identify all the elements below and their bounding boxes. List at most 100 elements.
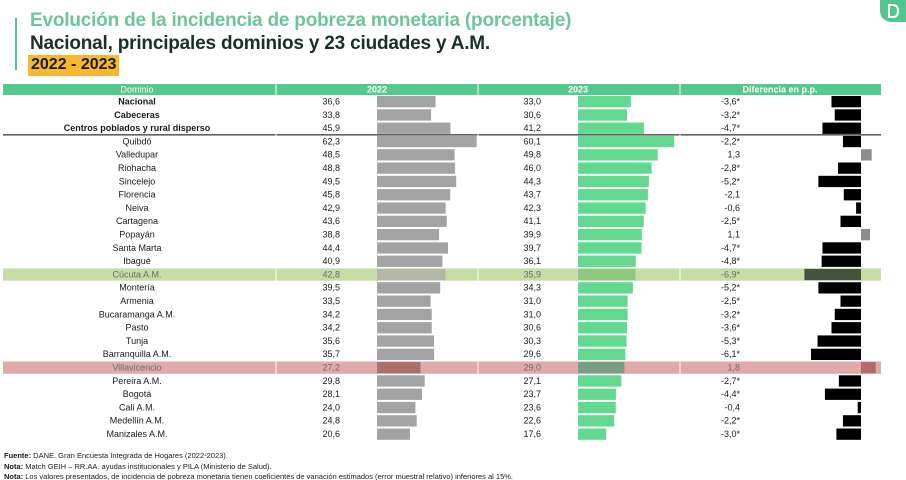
bar-2022 [377, 229, 440, 241]
bar-difference [824, 388, 861, 400]
row-domain-label: Santa Marta [112, 243, 161, 253]
value-2023-label: 46,0 [523, 163, 541, 173]
bar-2022 [377, 308, 432, 321]
difference-label: -2,2* [721, 136, 741, 146]
value-2022-label: 33,8 [322, 110, 340, 120]
value-2023-label: 36,1 [523, 256, 541, 266]
bar-difference [822, 242, 861, 254]
row-domain-label: Tunja [126, 336, 148, 346]
value-2022-label: 29,8 [322, 376, 340, 386]
value-2022-label: 48,8 [322, 163, 340, 173]
bar-2022 [377, 348, 435, 360]
bar-difference [834, 109, 861, 121]
bar-difference [856, 202, 861, 214]
value-2023-label: 39,7 [523, 243, 541, 253]
column-header: Dominio [120, 85, 153, 95]
row-domain-label: Pereira A.M. [112, 376, 162, 386]
value-2023-label: 17,6 [523, 429, 541, 439]
difference-label: -2,7* [721, 376, 741, 386]
note-1: Nota: Match GEIH – RR.AA. ayudas institu… [4, 462, 906, 473]
difference-label: -4,4* [721, 389, 741, 399]
bar-2023 [578, 335, 627, 347]
value-2022-label: 40,9 [322, 256, 340, 266]
value-2023-label: 60,1 [523, 136, 541, 146]
row-domain-label: Medellín A.M. [110, 416, 165, 426]
bar-2023 [578, 109, 627, 121]
bar-difference [842, 415, 861, 427]
bar-difference [817, 335, 861, 347]
value-2023-label: 41,2 [523, 123, 541, 133]
row-domain-label: Centros poblados y rural disperso [64, 123, 211, 133]
bar-difference [834, 308, 861, 321]
bar-difference [842, 135, 861, 148]
value-2022-label: 49,5 [322, 176, 340, 186]
bar-difference [838, 162, 861, 174]
dane-logo-icon [880, 0, 906, 22]
row-domain-label: Manizales A.M. [106, 429, 167, 439]
row-domain-label: Pasto [125, 323, 148, 333]
bar-2023 [578, 362, 625, 374]
difference-label: -4,7* [721, 123, 741, 133]
bar-2023 [578, 255, 636, 267]
value-2023-label: 29,6 [523, 349, 541, 359]
value-2023-label: 42,3 [523, 203, 541, 213]
value-2023-label: 35,9 [523, 269, 541, 279]
note2-text: Los valores presentados, de incidencia d… [23, 472, 514, 480]
column-header: 2022 [367, 85, 387, 95]
difference-label: -3,2* [721, 309, 741, 319]
row-domain-label: Bogotá [123, 389, 152, 399]
row-domain-label: Armenia [120, 296, 154, 306]
value-2023-label: 30,3 [523, 336, 541, 346]
column-header: 2023 [568, 85, 588, 95]
difference-label: -0,6 [724, 203, 740, 213]
difference-label: -2,2* [721, 416, 741, 426]
bar-2023 [578, 242, 642, 254]
difference-label: -4,7* [721, 243, 741, 253]
difference-label: -2,5* [721, 296, 741, 306]
bar-2022 [377, 388, 422, 400]
bar-2023 [578, 282, 633, 294]
difference-label: -3,6* [721, 323, 741, 333]
value-2023-label: 29,0 [523, 363, 541, 373]
column-header: Diferencia en p.p. [742, 85, 817, 95]
title-accent-bar [15, 18, 17, 70]
bar-difference [818, 175, 861, 188]
bar-difference [822, 122, 861, 134]
bar-difference [821, 255, 861, 267]
bar-difference [831, 96, 861, 108]
note1-label: Nota: [4, 461, 24, 471]
bar-2023 [578, 215, 644, 227]
source-note: Fuente: DANE. Gran Encuesta Integrada de… [4, 451, 906, 462]
difference-label: -5,2* [721, 283, 741, 293]
row-highlight [3, 361, 881, 374]
value-2023-label: 22,6 [523, 416, 541, 426]
note-2: Nota: Los valores presentados, de incide… [4, 472, 906, 480]
bar-2023 [578, 135, 675, 148]
bar-2023 [578, 96, 631, 108]
poverty-table-chart: Dominio 2022 2023 Diferencia en p.p. Naciona… [3, 84, 881, 441]
bar-2022 [377, 149, 455, 161]
bar-2022 [377, 215, 447, 227]
bar-difference [810, 348, 861, 360]
value-2022-label: 34,2 [322, 323, 340, 333]
note1-text: Match GEIH – RR.AA. ayudas institucional… [23, 461, 272, 471]
row-domain-label: Nacional [118, 97, 156, 107]
value-2023-label: 27,1 [523, 376, 541, 386]
bar-difference [843, 189, 861, 201]
bar-difference [804, 268, 861, 281]
years-badge: 2022 - 2023 [28, 55, 120, 76]
bar-2023 [578, 348, 626, 360]
difference-label: -6,1* [721, 349, 741, 359]
value-2022-label: 43,6 [322, 216, 340, 226]
bar-difference [857, 401, 861, 414]
value-2023-label: 31,0 [523, 309, 541, 319]
difference-label: -2,1 [724, 190, 740, 200]
value-2022-label: 33,5 [322, 296, 340, 306]
value-2022-label: 34,2 [322, 309, 340, 319]
value-2023-label: 23,6 [523, 402, 541, 412]
table-header [3, 84, 881, 95]
row-domain-label: Montería [119, 283, 155, 293]
bar-2023 [578, 375, 622, 387]
bar-2022 [377, 375, 425, 387]
row-domain-label: Barranquilla A.M. [103, 349, 172, 359]
